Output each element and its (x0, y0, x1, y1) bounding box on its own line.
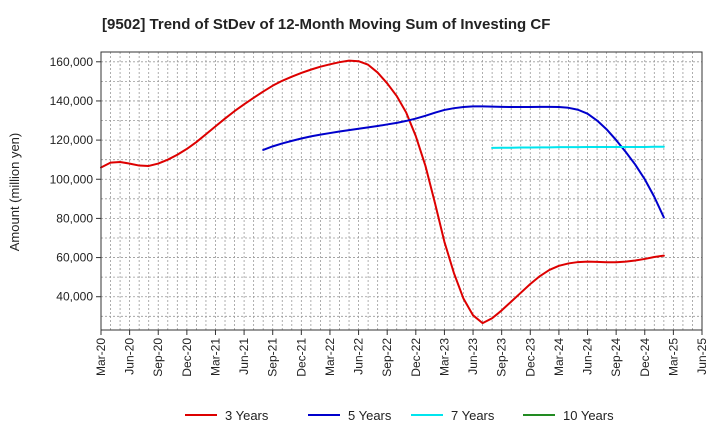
x-tick-label: Mar-24 (552, 338, 566, 376)
x-tick-label: Sep-24 (609, 338, 623, 377)
legend-label-7-years: 7 Years (451, 408, 495, 423)
legend-label-5-years: 5 Years (348, 408, 392, 423)
x-tick-label: Jun-20 (123, 338, 137, 375)
x-tick-label: Mar-25 (666, 338, 680, 376)
legend-label-10-years: 10 Years (563, 408, 614, 423)
y-axis: 40,000 60,000 80,000 100,000 120,000 140,000 1… (50, 55, 101, 304)
y-tick-label: 120,000 (50, 133, 94, 147)
series-line-5-years (262, 105, 665, 219)
x-tick-label: Sep-23 (495, 338, 509, 377)
x-tick-label: Sep-22 (380, 338, 394, 377)
legend-label-3-years: 3 Years (225, 408, 269, 423)
series-line-7-years (491, 145, 665, 149)
x-tick-label: Jun-23 (466, 338, 480, 375)
x-tick-label: Mar-23 (437, 338, 451, 376)
x-axis: Mar-20 Jun-20 Sep-20 Dec-20 Mar-21 Jun-21 Sep-… (94, 330, 709, 377)
x-tick-label: Jun-22 (352, 338, 366, 375)
x-tick-label: Dec-20 (180, 338, 194, 377)
y-tick-label: 80,000 (56, 211, 93, 225)
series-group (100, 59, 665, 325)
y-tick-label: 60,000 (56, 251, 93, 265)
x-tick-label: Jun-21 (237, 338, 251, 375)
x-tick-label: Jun-24 (581, 338, 595, 375)
x-tick-label: Dec-24 (638, 338, 652, 377)
y-axis-label: Amount (million yen) (7, 133, 22, 252)
y-tick-label: 140,000 (50, 94, 94, 108)
grid (101, 52, 702, 330)
x-tick-label: Sep-21 (266, 338, 280, 377)
x-tick-label: Dec-21 (294, 338, 308, 377)
x-tick-label: Sep-20 (151, 338, 165, 377)
x-tick-label: Mar-22 (323, 338, 337, 376)
plot-area (100, 51, 703, 331)
y-tick-label: 100,000 (50, 172, 94, 186)
x-tick-label: Mar-20 (94, 338, 108, 376)
chart-title: [9502] Trend of StDev of 12-Month Moving… (102, 16, 550, 33)
x-tick-label: Jun-25 (695, 338, 709, 375)
y-tick-label: 160,000 (50, 55, 94, 69)
x-tick-label: Dec-22 (409, 338, 423, 377)
plot-background (101, 52, 702, 330)
x-tick-label: Dec-23 (523, 338, 537, 377)
series-line-3-years (100, 59, 665, 325)
plot-frame (100, 51, 703, 331)
x-tick-label: Mar-21 (208, 338, 222, 376)
y-tick-label: 40,000 (56, 290, 93, 304)
legend: 3 Years 5 Years 7 Years 10 Years (185, 408, 614, 423)
